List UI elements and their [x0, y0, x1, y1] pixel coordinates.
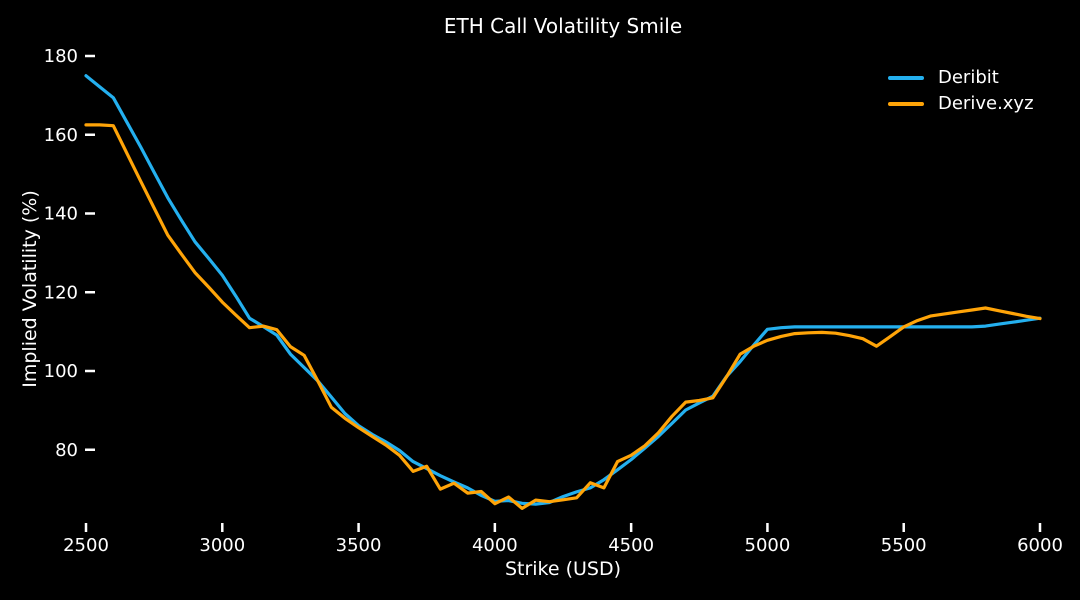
- deribit-line: [84, 74, 1042, 506]
- x-tick-mark: [221, 523, 224, 532]
- x-tick-label: 5500: [881, 535, 927, 556]
- x-tick-mark: [84, 523, 88, 532]
- x-tick-label: 6000: [1017, 535, 1063, 556]
- legend-item-deribit: Deribit: [888, 68, 1034, 87]
- legend-label-deribit: Deribit: [938, 67, 999, 88]
- chart-title: ETH Call Volatility Smile: [443, 14, 683, 38]
- y-tick-label: 140: [44, 204, 78, 225]
- x-tick-mark: [766, 523, 769, 532]
- legend: Deribit Derive.xyz: [888, 68, 1034, 113]
- y-tick-label: 160: [44, 125, 78, 146]
- x-tick-label: 2500: [63, 535, 109, 556]
- y-tick-label: 100: [44, 361, 78, 382]
- deribit-line-swatch-icon: [888, 75, 924, 80]
- x-tick-mark: [902, 523, 905, 532]
- y-tick-label: 80: [55, 440, 78, 461]
- y-tick-mark: [85, 369, 95, 373]
- y-tick-mark: [85, 448, 95, 451]
- x-tick-label: 5000: [745, 535, 791, 556]
- x-tick-mark: [629, 523, 633, 532]
- derive-xyz-line: [84, 123, 1042, 510]
- x-tick-mark: [493, 523, 497, 532]
- legend-label-derive: Derive.xyz: [938, 93, 1034, 114]
- y-tick-label: 120: [44, 282, 78, 303]
- y-axis-label: Implied Volatility (%): [19, 190, 41, 388]
- y-tick-mark: [85, 54, 95, 58]
- x-tick-label: 4000: [472, 535, 518, 556]
- x-tick-mark: [357, 523, 360, 532]
- x-tick-label: 3500: [336, 535, 382, 556]
- y-tick-mark: [85, 133, 95, 136]
- y-tick-label: 180: [44, 46, 78, 67]
- derive-line-swatch-icon: [888, 101, 924, 106]
- x-tick-label: 4500: [608, 535, 654, 556]
- x-tick-label: 3000: [199, 535, 245, 556]
- x-axis-label: Strike (USD): [504, 558, 622, 580]
- legend-item-derive: Derive.xyz: [888, 94, 1034, 113]
- y-tick-mark: [85, 212, 95, 215]
- x-tick-mark: [1038, 523, 1042, 532]
- y-tick-mark: [85, 291, 95, 294]
